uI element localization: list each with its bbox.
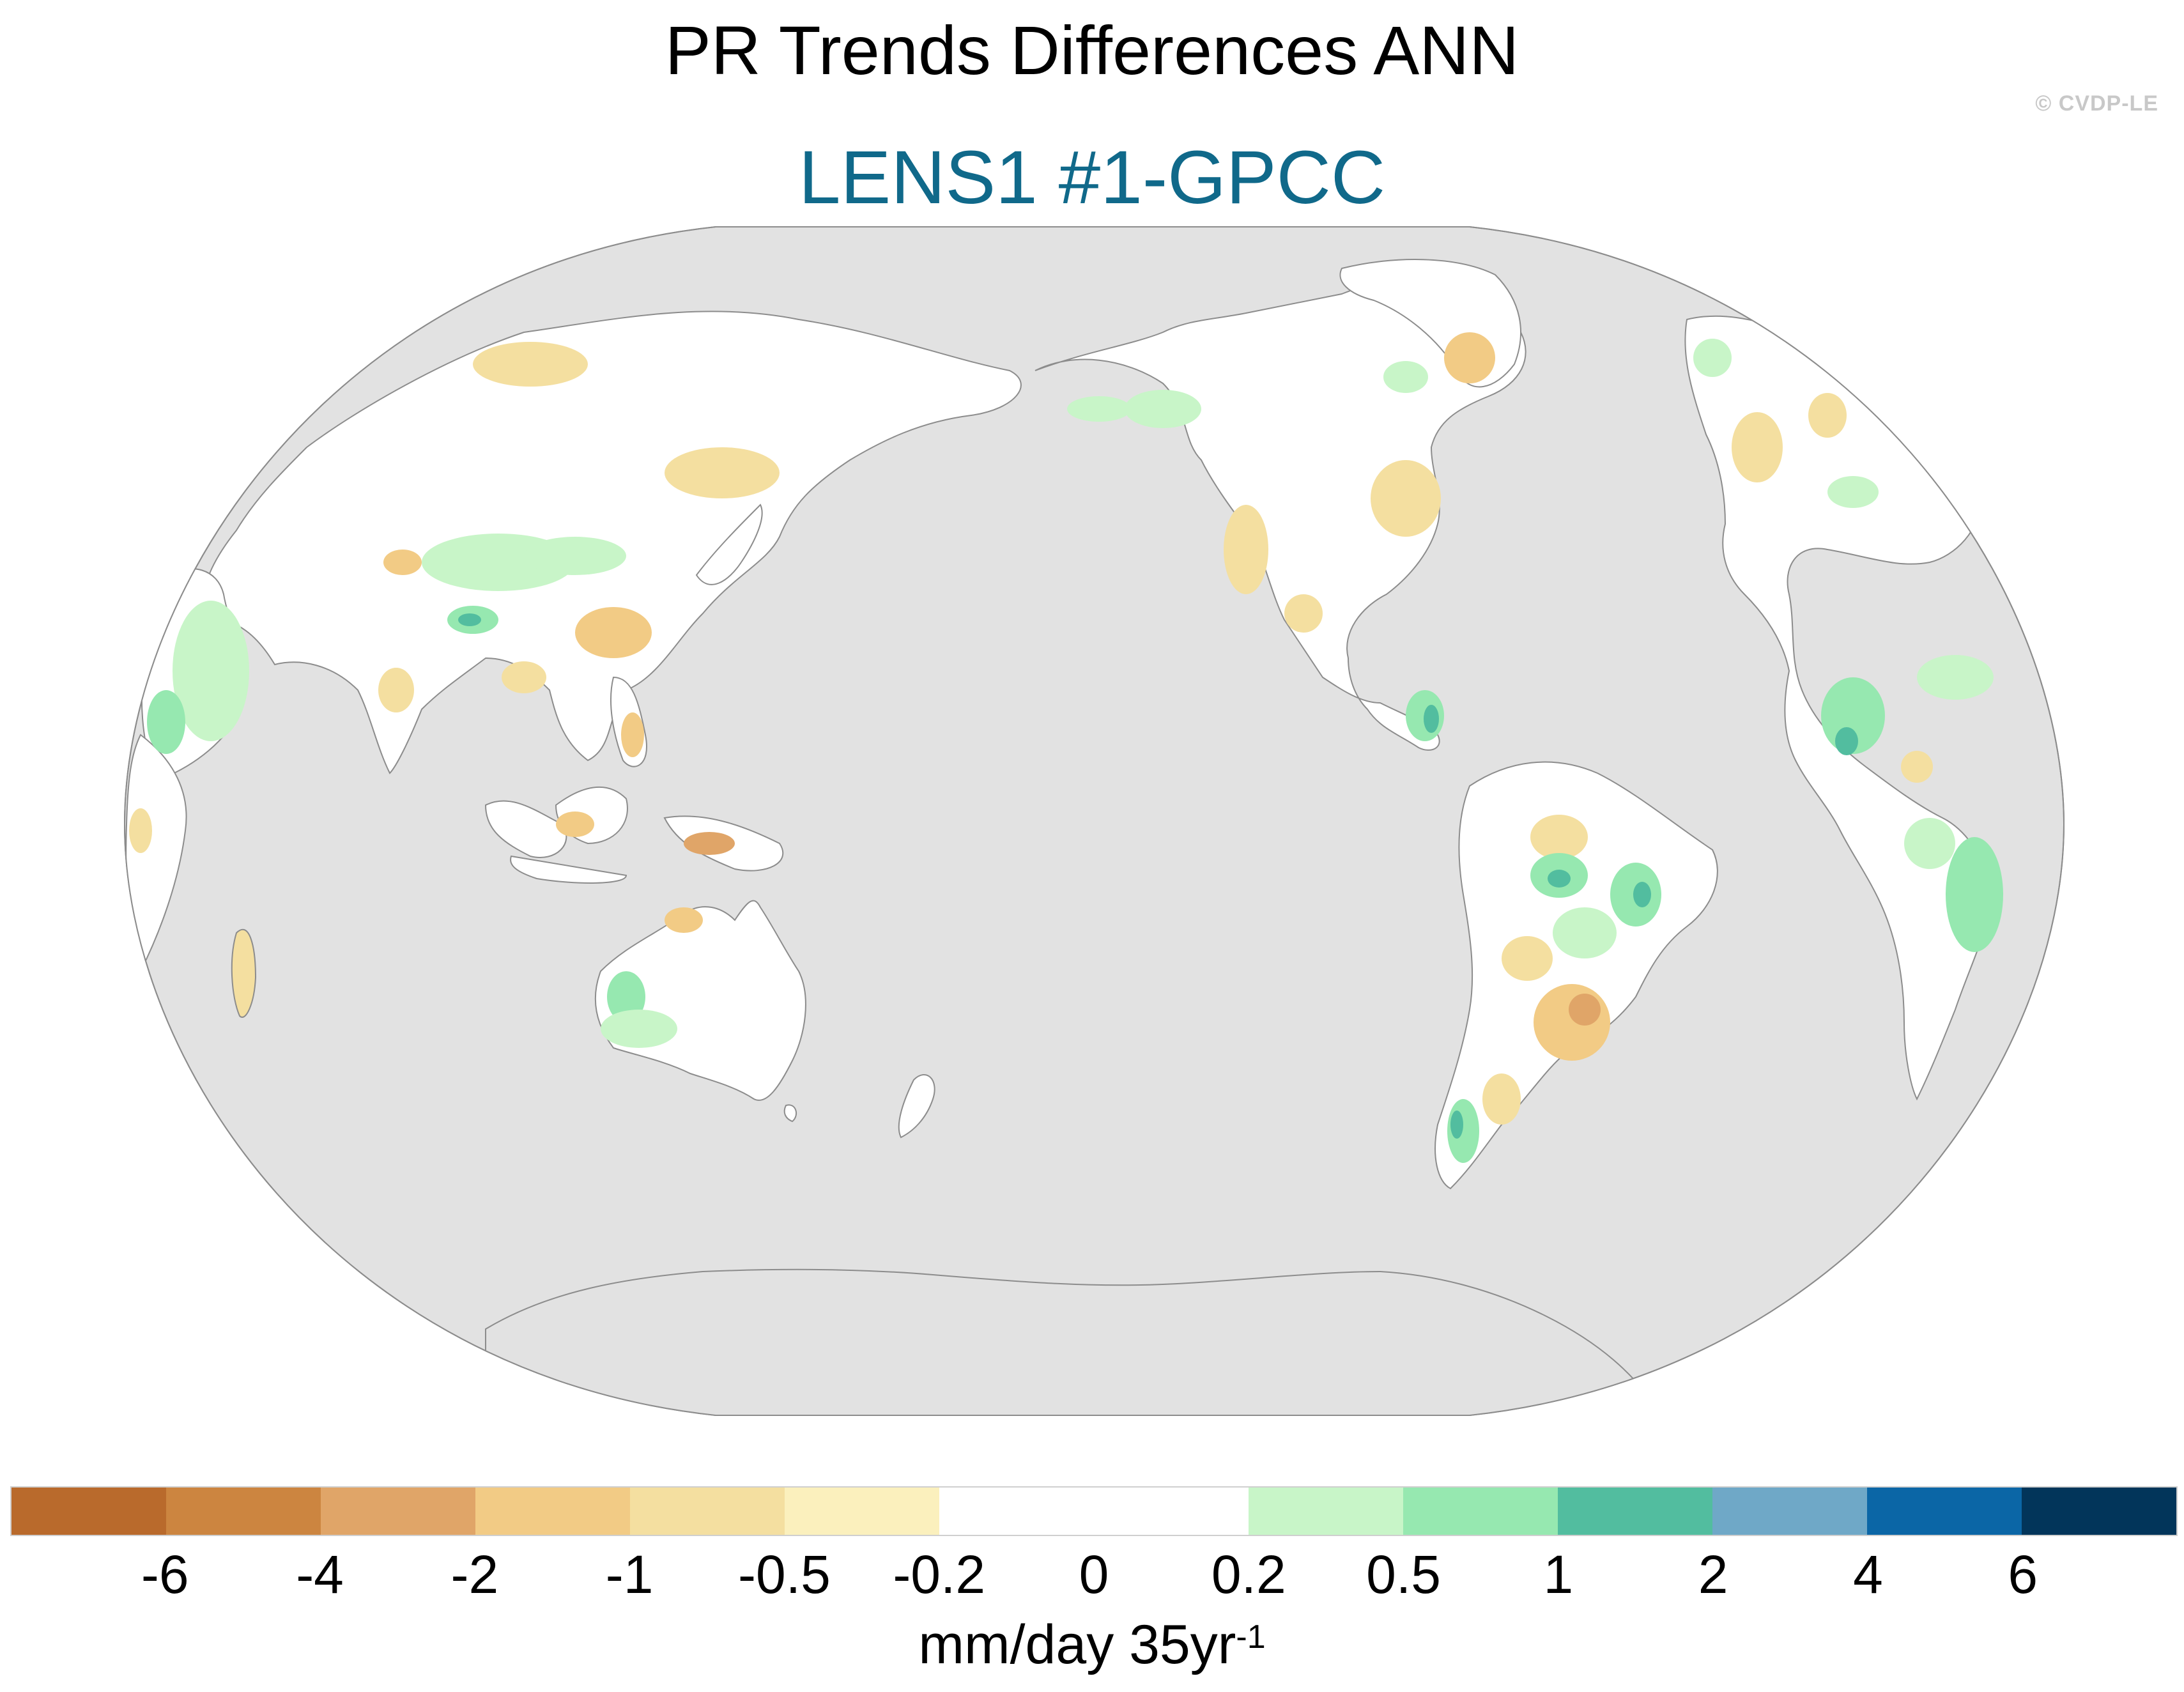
colorbar-swatch bbox=[785, 1488, 939, 1535]
colorbar-swatch bbox=[2022, 1488, 2176, 1535]
world-map bbox=[123, 226, 2065, 1416]
figure-title: PR Trends Differences ANN bbox=[665, 12, 1519, 89]
colorbar-swatch bbox=[166, 1488, 321, 1535]
colorbar bbox=[10, 1486, 2178, 1536]
colorbar-swatch bbox=[1249, 1488, 1403, 1535]
colorbar-tick-label: 6 bbox=[2008, 1544, 2038, 1604]
land-tasmania bbox=[783, 1104, 797, 1123]
land-antarctica bbox=[485, 1268, 1663, 1415]
units-main: mm/day 35yr bbox=[918, 1614, 1236, 1675]
units-exponent: -1 bbox=[1236, 1619, 1266, 1656]
colorbar-tick-label: 1 bbox=[1543, 1544, 1574, 1604]
colorbar-swatch bbox=[630, 1488, 785, 1535]
colorbar-swatch bbox=[321, 1488, 475, 1535]
land-europe-africa bbox=[1684, 315, 1995, 1101]
colorbar-tick-label: 4 bbox=[1853, 1544, 1883, 1604]
colorbar-tick-label: -2 bbox=[450, 1544, 499, 1604]
colorbar-swatch bbox=[1558, 1488, 1712, 1535]
map-outline bbox=[123, 226, 2065, 1416]
colorbar-swatch bbox=[939, 1488, 1094, 1535]
colorbar-swatch bbox=[1094, 1488, 1249, 1535]
colorbar-tick-labels: -6 -4 -2 -1 -0.5 -0.2 0 0.2 0.5 1 2 4 6 bbox=[0, 1542, 2184, 1606]
colorbar-tick-label: -0.5 bbox=[738, 1544, 831, 1604]
trend-anomaly-patches bbox=[129, 332, 2003, 1163]
land-australia bbox=[594, 900, 806, 1101]
colorbar-swatch bbox=[1403, 1488, 1558, 1535]
colorbar-tick-label: -1 bbox=[605, 1544, 654, 1604]
colorbar-swatch bbox=[12, 1488, 166, 1535]
colorbar-swatch bbox=[475, 1488, 630, 1535]
colorbar-tick-label: -0.2 bbox=[893, 1544, 986, 1604]
colorbar-tick-label: 0.5 bbox=[1366, 1544, 1441, 1604]
colorbar-tick-label: 0.2 bbox=[1211, 1544, 1286, 1604]
colorbar-tick-label: 0 bbox=[1079, 1544, 1109, 1604]
colorbar-swatch bbox=[1867, 1488, 2022, 1535]
colorbar-tick-label: -4 bbox=[296, 1544, 344, 1604]
colorbar-units: mm/day 35yr-1 bbox=[0, 1613, 2184, 1677]
land-madagascar bbox=[231, 928, 257, 1018]
watermark: © CVDP-LE bbox=[2035, 91, 2158, 116]
colorbar-tick-label: 2 bbox=[1698, 1544, 1728, 1604]
colorbar-tick-label: -6 bbox=[141, 1544, 189, 1604]
panel-subtitle: LENS1 #1-GPCC bbox=[798, 135, 1386, 220]
colorbar-swatch bbox=[1712, 1488, 1867, 1535]
land-new-zealand bbox=[898, 1073, 935, 1139]
